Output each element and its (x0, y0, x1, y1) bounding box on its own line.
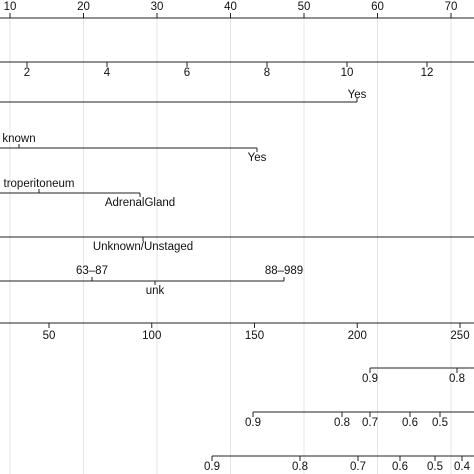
tick-label: 60 (371, 1, 384, 13)
tick-label: 20 (77, 1, 90, 13)
tick-label: 6 (184, 67, 190, 79)
tick-label: 100 (142, 330, 161, 342)
tick-label: 4 (104, 67, 111, 79)
tick-label: 40 (224, 1, 237, 13)
category-label: Yes (348, 89, 367, 101)
category-label: unk (146, 285, 165, 297)
tick-label: 0.9 (362, 373, 378, 385)
tick-label: 0.9 (245, 417, 261, 429)
tick-label: 0.5 (427, 461, 443, 473)
tick-label: 0.9 (204, 461, 220, 473)
tick-label: 30 (151, 1, 164, 13)
category-label: AdrenalGland (105, 197, 175, 209)
category-label: 63–87 (76, 265, 108, 277)
tick-label: 0.6 (402, 417, 418, 429)
tick-label: 200 (348, 330, 367, 342)
tick-label: 50 (298, 1, 311, 13)
tick-label: 0.4 (454, 461, 471, 473)
tick-label: 50 (43, 330, 56, 342)
category-label: 88–989 (265, 265, 303, 277)
tick-label: 0.8 (334, 417, 350, 429)
tick-label: 0.7 (350, 461, 366, 473)
category-label: troperitoneum (4, 178, 75, 190)
category-label: Unknown/Unstaged (93, 241, 193, 253)
tick-label: 70 (445, 1, 458, 13)
tick-label: 0.6 (392, 461, 408, 473)
tick-label: 10 (4, 1, 17, 13)
tick-label: 10 (341, 67, 354, 79)
tick-label: 250 (450, 330, 469, 342)
category-label: known (2, 133, 35, 145)
tick-label: 0.8 (292, 461, 308, 473)
tick-label: 0.5 (432, 417, 448, 429)
tick-label: 150 (245, 330, 264, 342)
tick-label: 0.7 (362, 417, 378, 429)
category-label: Yes (248, 152, 267, 164)
tick-label: 2 (24, 67, 30, 79)
tick-label: 8 (264, 67, 270, 79)
tick-label: 0.8 (449, 373, 465, 385)
tick-label: 12 (421, 67, 434, 79)
